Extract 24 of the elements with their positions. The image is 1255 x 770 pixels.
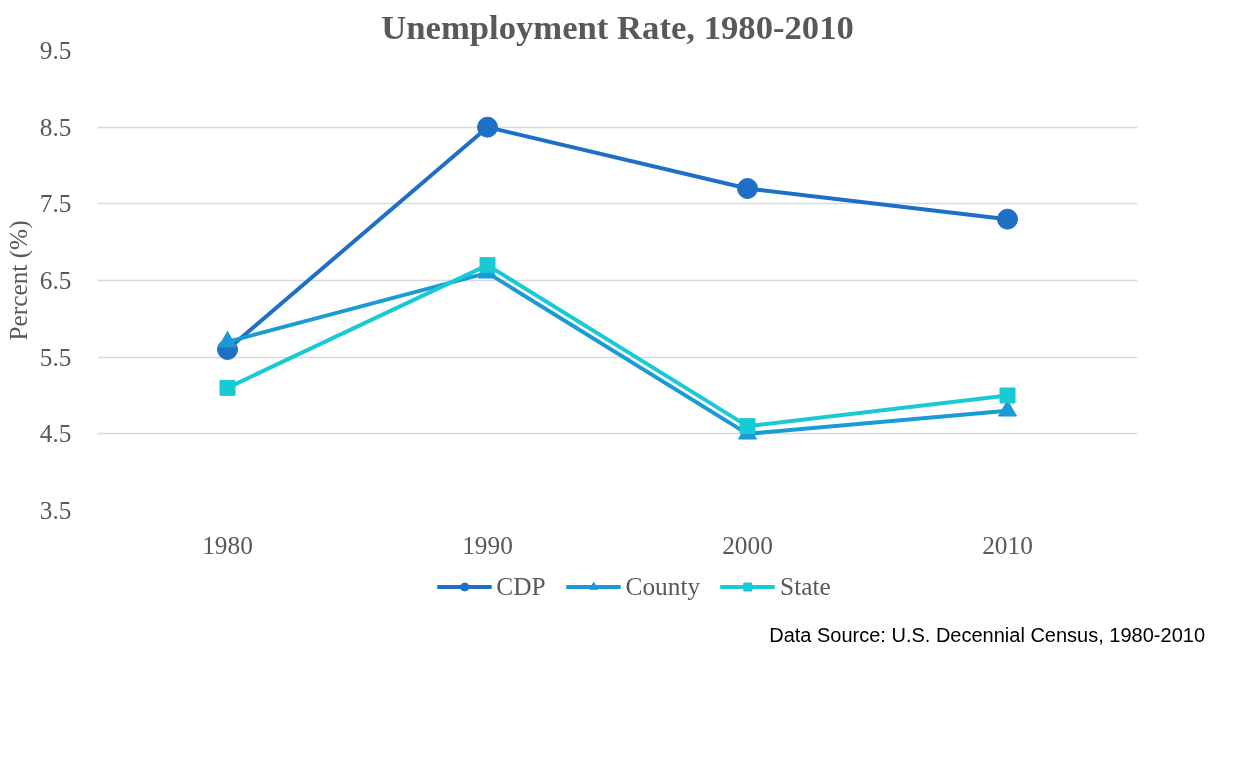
point bbox=[999, 387, 1016, 404]
y-tick-label: 3.5 bbox=[39, 496, 72, 524]
x-tick-label: 1980 bbox=[202, 530, 253, 559]
y-tick-label: 6.5 bbox=[39, 266, 72, 294]
y-tick-label: 9.5 bbox=[39, 36, 72, 64]
chart-title: Unemployment Rate, 1980-2010 bbox=[381, 7, 854, 46]
y-tick-label: 4.5 bbox=[39, 419, 72, 448]
point bbox=[219, 379, 236, 396]
point bbox=[477, 116, 498, 138]
legend-label: County bbox=[625, 571, 701, 601]
point bbox=[479, 257, 496, 274]
y-tick-label: 7.5 bbox=[39, 189, 72, 218]
y-tick-label: 5.5 bbox=[39, 342, 72, 371]
legend-label: State bbox=[780, 571, 831, 601]
point bbox=[737, 178, 758, 199]
y-tick-label: 8.5 bbox=[39, 112, 72, 141]
point bbox=[739, 418, 756, 435]
y-axis-title: Percent (%) bbox=[3, 220, 33, 341]
point bbox=[997, 208, 1018, 230]
source-note: Data Source: U.S. Decennial Census, 1980-2010 bbox=[769, 623, 1205, 648]
legend-label: CDP bbox=[496, 571, 546, 601]
x-tick-label: 2010 bbox=[982, 530, 1033, 559]
x-tick-label: 1990 bbox=[462, 530, 513, 559]
x-tick-label: 2000 bbox=[722, 530, 773, 559]
